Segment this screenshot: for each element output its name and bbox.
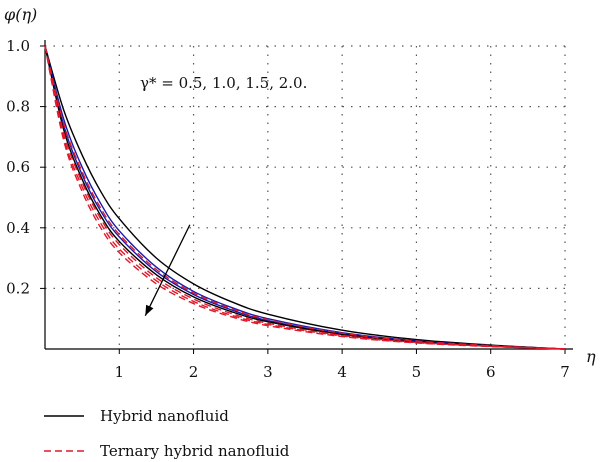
- arrow-shaft: [144, 224, 191, 316]
- x-tick-label: 6: [486, 363, 496, 381]
- y-tick-label: 0.6: [6, 158, 30, 176]
- trend-arrow: [144, 224, 191, 316]
- x-tick-label: 4: [337, 363, 347, 381]
- parameter-annotation: γ* = 0.5, 1.0, 1.5, 2.0.: [140, 74, 307, 92]
- arrow-head: [145, 304, 154, 316]
- y-tick-label: 0.8: [6, 98, 30, 116]
- axes: [44, 40, 573, 350]
- legend: Hybrid nanofluid Ternary hybrid nanoflui…: [44, 407, 290, 460]
- y-tick-label: 0.4: [6, 219, 30, 237]
- x-tick-label: 7: [560, 363, 570, 381]
- x-tick-label: 5: [412, 363, 422, 381]
- x-tick-label: 2: [189, 363, 199, 381]
- series-line-ternary: [44, 45, 566, 350]
- y-tick-label: 0.2: [6, 279, 30, 297]
- legend-label-hybrid: Hybrid nanofluid: [100, 407, 229, 425]
- series: [44, 45, 566, 350]
- x-tick-label: 3: [263, 363, 273, 381]
- y-axis-label: φ(η): [4, 5, 37, 24]
- y-tick-label: 1.0: [6, 37, 30, 55]
- series-line-ternary: [44, 45, 566, 350]
- x-axis-label: η: [586, 347, 596, 366]
- x-tick-label: 1: [115, 363, 125, 381]
- legend-label-ternary: Ternary hybrid nanofluid: [100, 442, 290, 460]
- series-line-hybrid: [44, 45, 566, 350]
- series-line-ternary: [44, 45, 566, 350]
- tick-labels: 1 2 3 4 5 6 7 0.2 0.4 0.6 0.8 1.0: [6, 37, 570, 381]
